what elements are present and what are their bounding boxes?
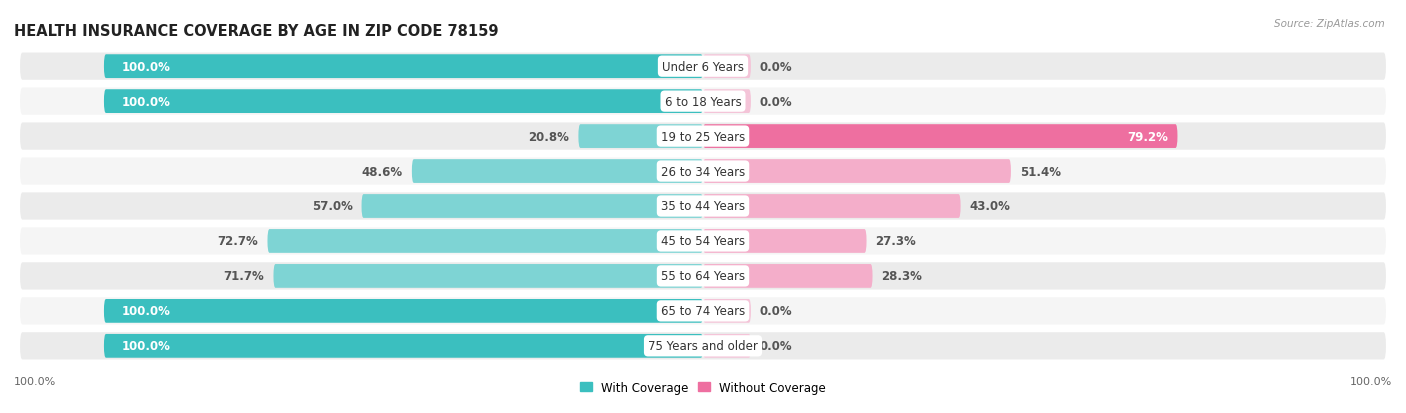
FancyBboxPatch shape bbox=[578, 125, 703, 149]
FancyBboxPatch shape bbox=[703, 334, 751, 358]
FancyBboxPatch shape bbox=[20, 123, 1386, 150]
Text: 65 to 74 Years: 65 to 74 Years bbox=[661, 305, 745, 318]
FancyBboxPatch shape bbox=[703, 299, 751, 323]
Text: 0.0%: 0.0% bbox=[759, 305, 793, 318]
FancyBboxPatch shape bbox=[104, 299, 703, 323]
FancyBboxPatch shape bbox=[703, 125, 1177, 149]
Text: 0.0%: 0.0% bbox=[759, 339, 793, 352]
FancyBboxPatch shape bbox=[104, 55, 703, 79]
FancyBboxPatch shape bbox=[703, 160, 1011, 183]
FancyBboxPatch shape bbox=[412, 160, 703, 183]
Text: 48.6%: 48.6% bbox=[361, 165, 404, 178]
Text: 55 to 64 Years: 55 to 64 Years bbox=[661, 270, 745, 283]
Legend: With Coverage, Without Coverage: With Coverage, Without Coverage bbox=[575, 376, 831, 399]
Text: 26 to 34 Years: 26 to 34 Years bbox=[661, 165, 745, 178]
FancyBboxPatch shape bbox=[20, 53, 1386, 81]
FancyBboxPatch shape bbox=[20, 158, 1386, 185]
Text: 51.4%: 51.4% bbox=[1019, 165, 1062, 178]
FancyBboxPatch shape bbox=[703, 55, 751, 79]
Text: 79.2%: 79.2% bbox=[1128, 130, 1168, 143]
Text: 19 to 25 Years: 19 to 25 Years bbox=[661, 130, 745, 143]
Text: 43.0%: 43.0% bbox=[970, 200, 1011, 213]
Text: 100.0%: 100.0% bbox=[14, 376, 56, 386]
Text: 35 to 44 Years: 35 to 44 Years bbox=[661, 200, 745, 213]
FancyBboxPatch shape bbox=[104, 90, 703, 114]
FancyBboxPatch shape bbox=[20, 332, 1386, 360]
Text: 100.0%: 100.0% bbox=[1350, 376, 1392, 386]
Text: 6 to 18 Years: 6 to 18 Years bbox=[665, 95, 741, 108]
Text: 100.0%: 100.0% bbox=[122, 305, 170, 318]
Text: HEALTH INSURANCE COVERAGE BY AGE IN ZIP CODE 78159: HEALTH INSURANCE COVERAGE BY AGE IN ZIP … bbox=[14, 24, 499, 39]
Text: 57.0%: 57.0% bbox=[312, 200, 353, 213]
Text: 75 Years and older: 75 Years and older bbox=[648, 339, 758, 352]
Text: 45 to 54 Years: 45 to 54 Years bbox=[661, 235, 745, 248]
FancyBboxPatch shape bbox=[104, 334, 703, 358]
FancyBboxPatch shape bbox=[20, 193, 1386, 220]
FancyBboxPatch shape bbox=[20, 263, 1386, 290]
FancyBboxPatch shape bbox=[703, 90, 751, 114]
FancyBboxPatch shape bbox=[273, 264, 703, 288]
Text: 28.3%: 28.3% bbox=[882, 270, 922, 283]
FancyBboxPatch shape bbox=[703, 195, 960, 218]
Text: 0.0%: 0.0% bbox=[759, 95, 793, 108]
Text: 27.3%: 27.3% bbox=[876, 235, 917, 248]
FancyBboxPatch shape bbox=[20, 88, 1386, 116]
FancyBboxPatch shape bbox=[267, 230, 703, 253]
Text: 100.0%: 100.0% bbox=[122, 61, 170, 74]
FancyBboxPatch shape bbox=[703, 264, 873, 288]
Text: 20.8%: 20.8% bbox=[529, 130, 569, 143]
FancyBboxPatch shape bbox=[20, 228, 1386, 255]
Text: 100.0%: 100.0% bbox=[122, 95, 170, 108]
Text: 100.0%: 100.0% bbox=[122, 339, 170, 352]
FancyBboxPatch shape bbox=[361, 195, 703, 218]
FancyBboxPatch shape bbox=[20, 297, 1386, 325]
Text: Source: ZipAtlas.com: Source: ZipAtlas.com bbox=[1274, 19, 1385, 28]
FancyBboxPatch shape bbox=[703, 230, 866, 253]
Text: 0.0%: 0.0% bbox=[759, 61, 793, 74]
Text: 71.7%: 71.7% bbox=[224, 270, 264, 283]
Text: Under 6 Years: Under 6 Years bbox=[662, 61, 744, 74]
Text: 72.7%: 72.7% bbox=[218, 235, 259, 248]
